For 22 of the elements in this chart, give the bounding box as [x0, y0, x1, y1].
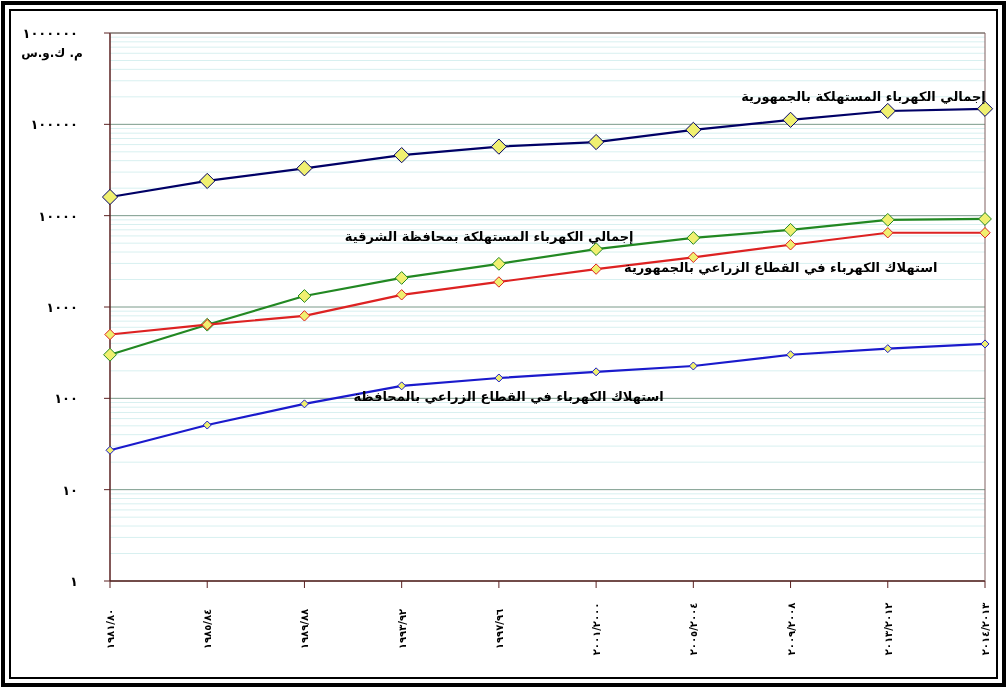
y-tick-label: ١٠٠٠	[46, 300, 78, 315]
x-tick-label: ٢٠٠٥/٢٠٠٤	[688, 602, 700, 656]
y-tick-label: ١٠٠٠٠٠٠	[22, 26, 78, 41]
y-tick-label: ١	[70, 574, 78, 589]
series-label: إجمالي الكهرباء المستهلكة بالجمهورية	[741, 89, 986, 105]
x-tick-label: ١٩٨١/٨٠	[105, 608, 116, 650]
x-tick-label: ٢٠١٣/٢٠١٢	[882, 602, 894, 656]
x-tick-label: ٢٠٠١/٢٠٠٠	[591, 602, 603, 656]
y-tick-label: ١٠	[62, 482, 78, 498]
series-label: استهلاك الكهرباء في القطاع الزراعي بالجمهورية	[624, 260, 938, 276]
x-tick-label: ٢٠١٤/٢٠١٣	[980, 602, 991, 656]
y-axis-title: م. ك.و.س	[21, 46, 83, 61]
y-tick-label: ١٠٠٠٠٠	[30, 117, 78, 133]
x-tick-label: ٢٠٠٩/٢٠٠٨	[785, 602, 797, 656]
series-label: إجمالي الكهرباء المستهلكة بمحافظة الشرقية	[344, 229, 634, 245]
y-tick-label: ١٠٠	[54, 391, 78, 407]
y-tick-label: ١٠٠٠٠	[38, 208, 78, 224]
x-tick-label: ١٩٨٥/٨٤	[202, 608, 214, 650]
series-label: استهلاك الكهرباء في القطاع الزراعي بالمحافظة	[353, 389, 664, 405]
x-tick-label: ١٩٨٩/٨٨	[299, 608, 311, 650]
x-tick-label: ١٩٩٧/٩٦	[493, 608, 505, 650]
x-tick-label: ١٩٩٣/٩٢	[396, 608, 408, 650]
